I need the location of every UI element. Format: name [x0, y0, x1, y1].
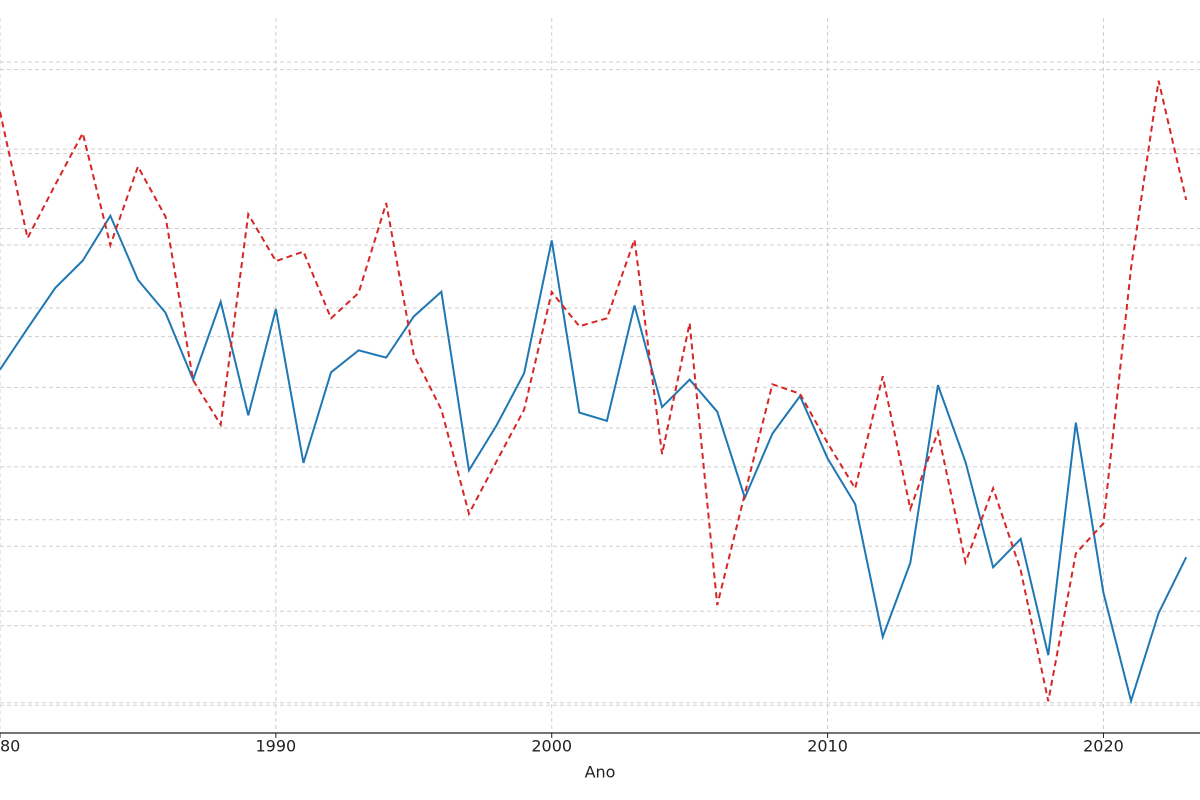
- series-line: [0, 213, 1188, 705]
- x-tick-label: 2000: [531, 737, 572, 756]
- x-tick-label: 2020: [1083, 737, 1124, 756]
- x-tick-label: 2010: [807, 737, 848, 756]
- x-tick-label: 1990: [256, 737, 297, 756]
- x-tick-label: 1980: [0, 737, 20, 756]
- x-axis-label: Ano: [585, 763, 616, 782]
- series-line: [0, 80, 1188, 702]
